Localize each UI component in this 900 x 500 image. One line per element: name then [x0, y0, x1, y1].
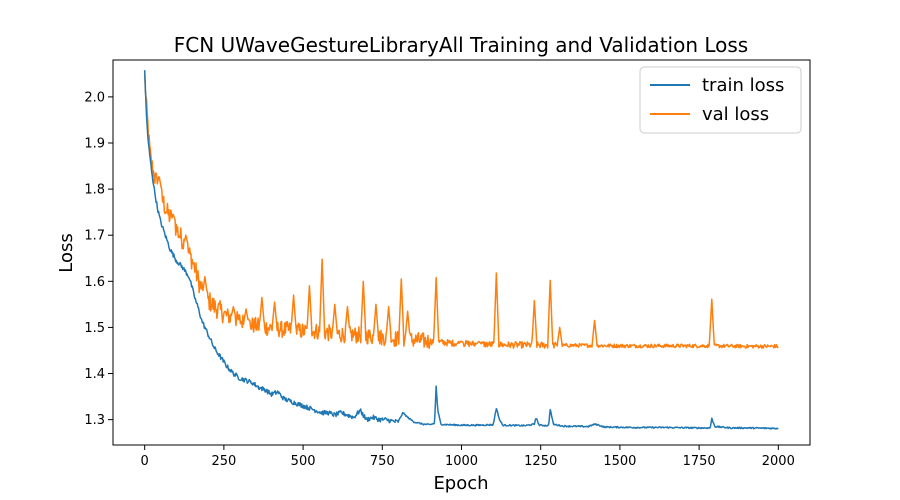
x-tick-label: 750: [370, 454, 395, 469]
y-tick-label: 1.9: [84, 136, 105, 151]
x-tick-label: 1750: [683, 454, 716, 469]
x-axis: 0 250 500 750 1000 1250 1500 1750 2000: [141, 445, 795, 469]
x-tick-label: 1250: [524, 454, 557, 469]
chart-title: FCN UWaveGestureLibraryAll Training and …: [174, 33, 748, 57]
series-line-val-loss: [143, 70, 779, 350]
y-tick-label: 1.8: [84, 183, 105, 198]
legend-box: [639, 66, 802, 134]
x-tick-label: 1500: [603, 454, 636, 469]
y-axis-label: Loss: [56, 233, 77, 272]
legend-label-train: train loss: [702, 75, 784, 96]
y-tick-label: 1.6: [84, 275, 105, 290]
y-tick-label: 1.3: [84, 413, 105, 428]
y-tick-label: 1.5: [84, 321, 105, 336]
x-tick-label: 250: [211, 454, 236, 469]
y-tick-label: 2.0: [84, 90, 105, 105]
legend-label-val: val loss: [702, 104, 769, 125]
x-tick-label: 1000: [445, 454, 478, 469]
series-line-train-loss: [143, 70, 779, 430]
y-axis: 1.3 1.4 1.5 1.6 1.7 1.8 1.9 2.0: [84, 90, 113, 428]
x-tick-label: 500: [291, 454, 316, 469]
legend: train loss val loss: [639, 66, 802, 134]
y-tick-label: 1.4: [84, 367, 105, 382]
x-axis-label: Epoch: [433, 473, 488, 494]
y-tick-label: 1.7: [84, 229, 105, 244]
x-tick-label: 0: [141, 454, 149, 469]
x-tick-label: 2000: [762, 454, 795, 469]
